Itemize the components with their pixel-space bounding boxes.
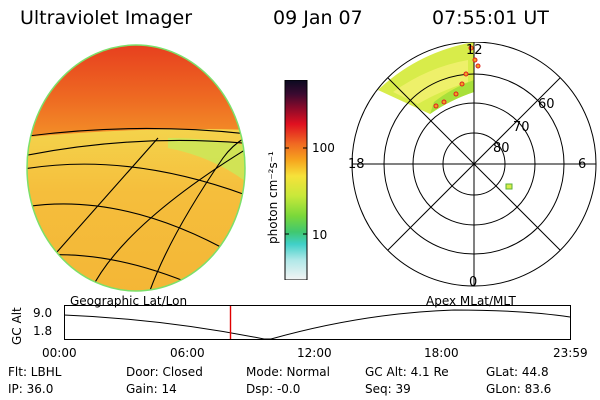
apex-coord-label: Apex MLat/MLT: [426, 294, 516, 308]
x-tick-0600: 06:00: [170, 346, 205, 360]
glat-status: GLat: 44.8: [486, 365, 549, 379]
x-tick-1800: 18:00: [424, 346, 459, 360]
dsp-status: Dsp: -0.0: [246, 382, 301, 396]
mlt-label-0: 0: [469, 275, 478, 290]
mlat-label-70: 70: [513, 120, 530, 135]
colorbar-tick-10: 10: [312, 228, 328, 242]
color-scale-bar: [284, 80, 308, 280]
x-tick-2359: 23:59: [553, 346, 588, 360]
gc-alt-axis-title: GC Alt: [10, 307, 24, 345]
filter-status: Flt: LBHL: [8, 365, 62, 379]
geographic-disk-image: [26, 44, 246, 292]
mlat-label-80: 80: [493, 141, 510, 156]
mlt-label-18: 18: [348, 157, 365, 172]
gc-alt-status: GC Alt: 4.1 Re: [365, 365, 449, 379]
ip-status: IP: 36.0: [8, 382, 54, 396]
door-status: Door: Closed: [126, 365, 203, 379]
instrument-title: Ultraviolet Imager: [20, 7, 193, 29]
geographic-coord-label: Geographic Lat/Lon: [70, 294, 188, 308]
mlat-label-60: 60: [538, 97, 555, 112]
mlt-label-12: 12: [466, 43, 483, 58]
seq-status: Seq: 39: [365, 382, 411, 396]
polar-mlat-mlt-plot: [351, 42, 597, 287]
date-label: 09 Jan 07: [273, 7, 363, 29]
orbit-timeline-plot: [64, 305, 571, 340]
glon-status: GLon: 83.6: [486, 382, 552, 396]
x-tick-1200: 12:00: [297, 346, 332, 360]
x-tick-0000: 00:00: [42, 346, 77, 360]
mlt-label-6: 6: [578, 157, 587, 172]
gc-alt-max-label: 9.0: [33, 306, 53, 320]
gain-status: Gain: 14: [126, 382, 177, 396]
colorbar-unit-label: photon cm⁻²s⁻¹: [266, 151, 280, 244]
gc-alt-min-label: 1.8: [33, 324, 53, 338]
colorbar-tick-100: 100: [312, 141, 335, 155]
mode-status: Mode: Normal: [246, 365, 330, 379]
time-label: 07:55:01 UT: [432, 7, 549, 29]
